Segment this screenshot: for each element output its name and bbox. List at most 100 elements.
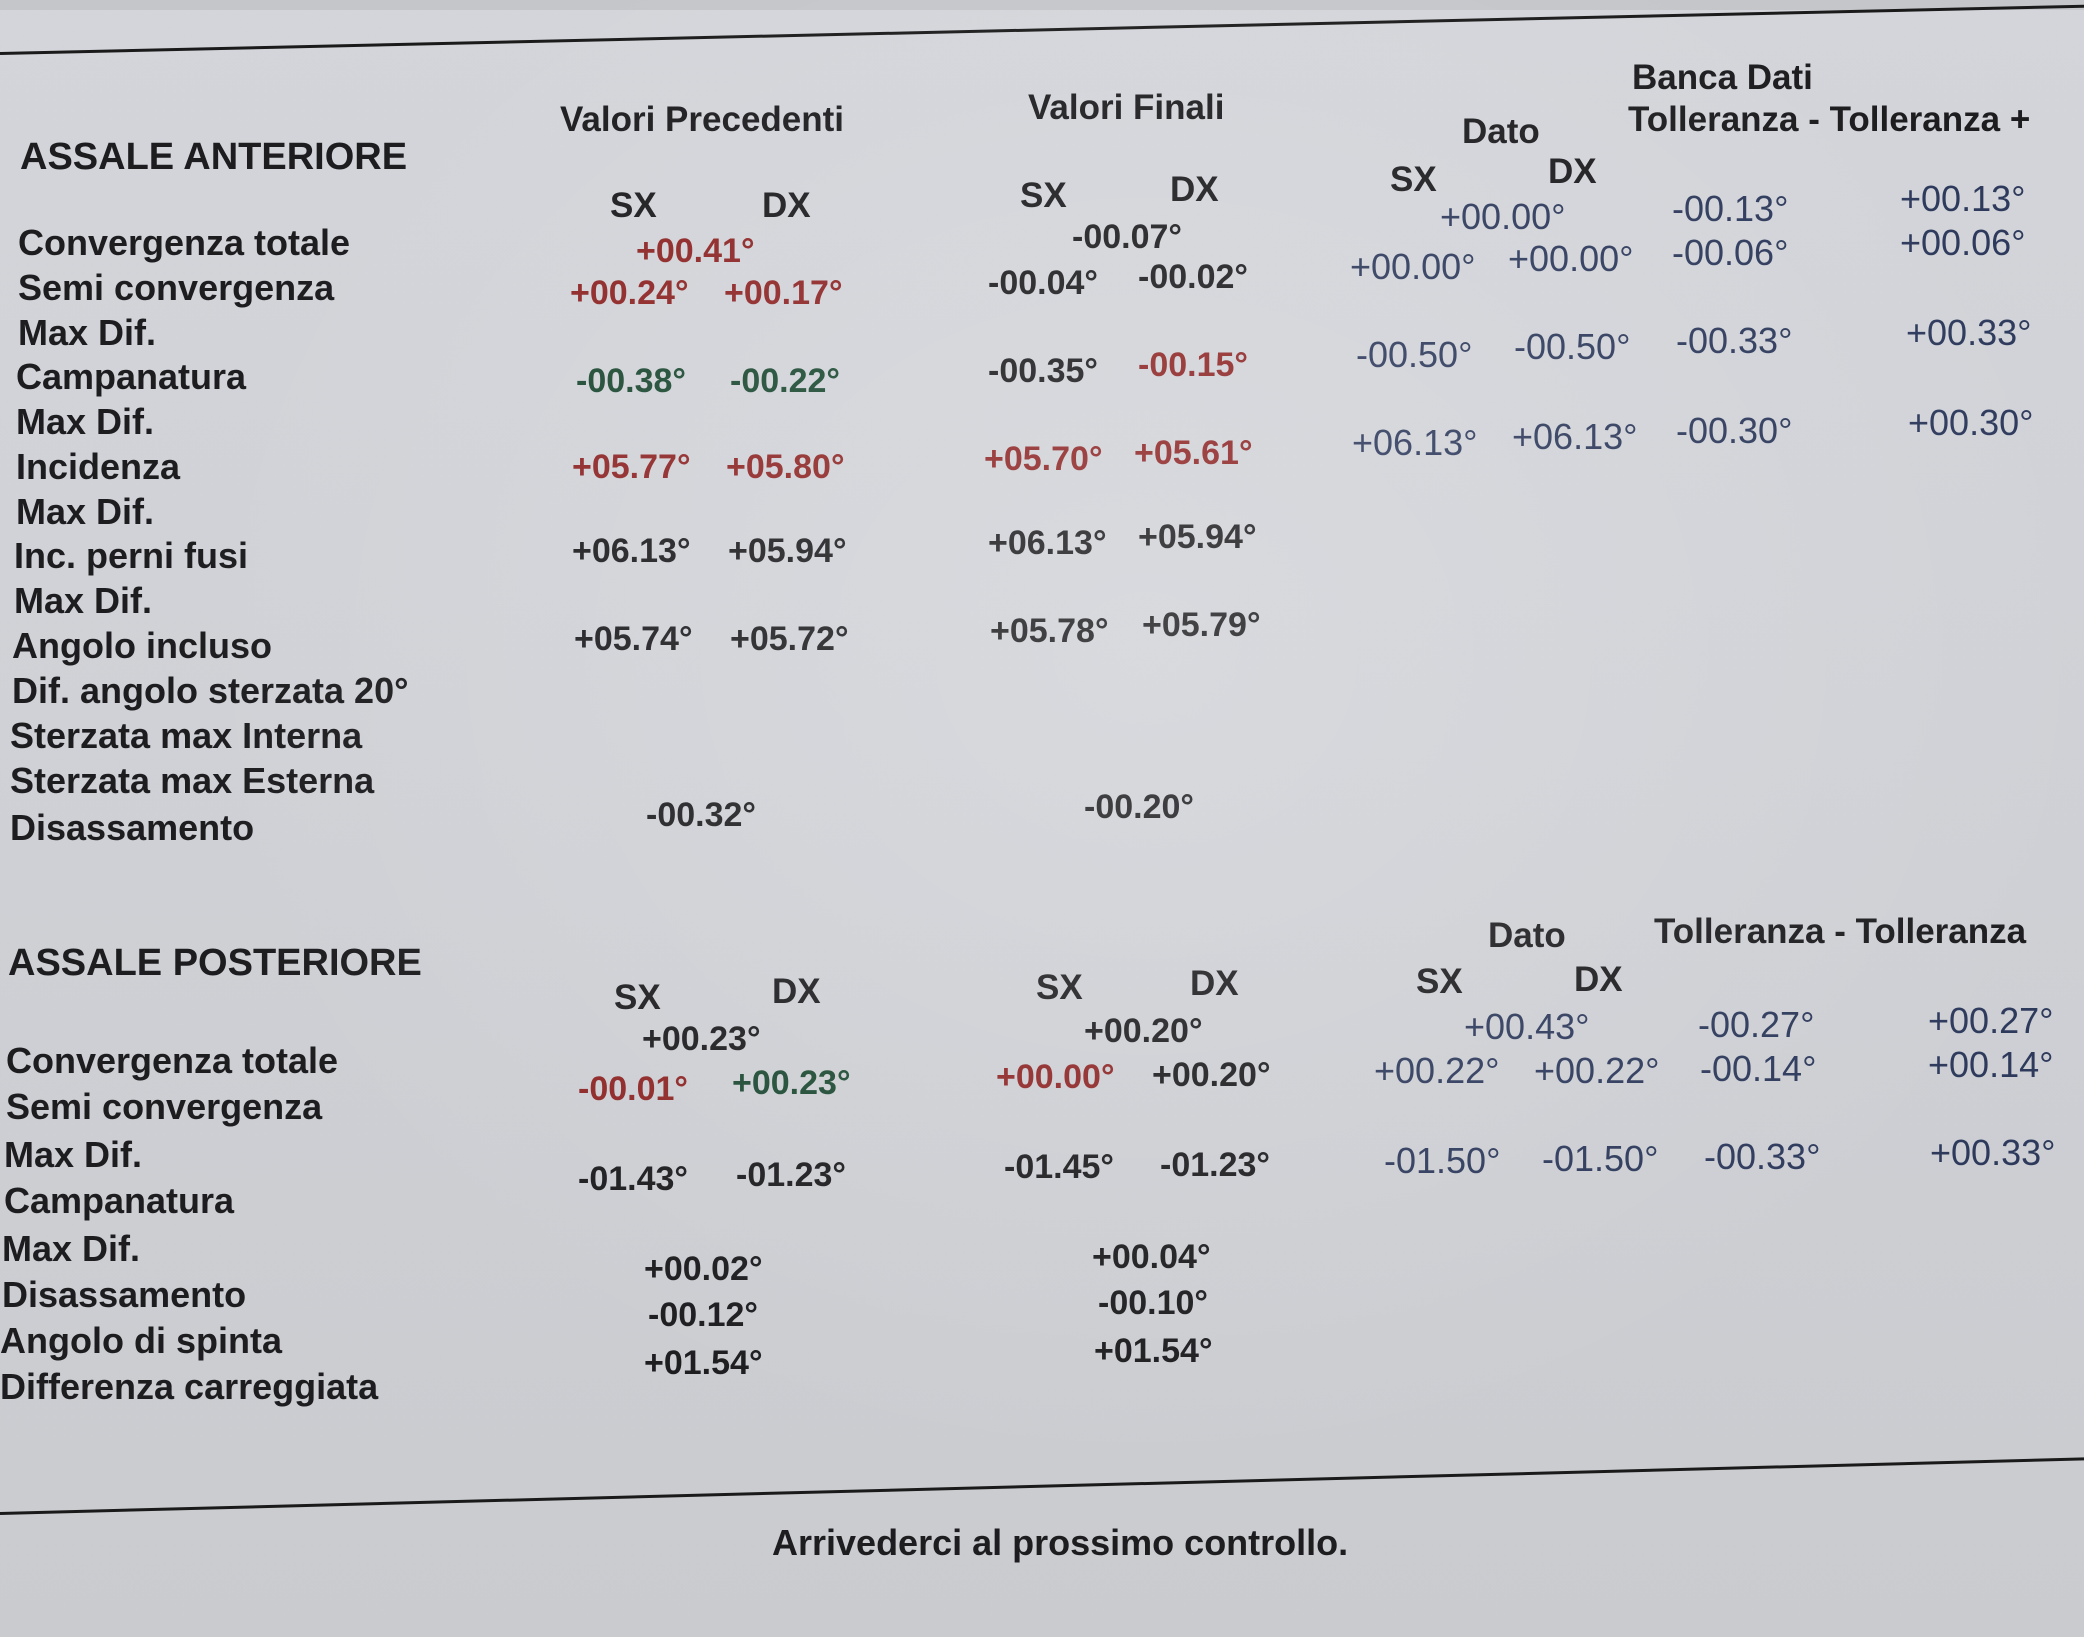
- front-included-final-sx: +05.78°: [990, 612, 1109, 650]
- front-label-disassamento: Disassamento: [10, 807, 255, 848]
- front-label-sterzata-max-interna: Sterzata max Interna: [10, 715, 363, 756]
- front-semi-dato-dx: +00.00°: [1508, 238, 1634, 279]
- rear-semi-dato-dx: +00.22°: [1534, 1050, 1660, 1091]
- front-semi-prev-sx: +00.24°: [570, 274, 689, 312]
- rear-label-differenza-carreggiata: Differenza carreggiata: [0, 1366, 379, 1407]
- front-caster-final-dx: +05.61°: [1134, 434, 1253, 472]
- front-camber-final-sx: -00.35°: [988, 352, 1099, 390]
- front-conv-tot-prev: +00.41°: [636, 232, 755, 270]
- rear-prev-sx: SX: [614, 978, 661, 1017]
- front-axle-title: ASSALE ANTERIORE: [20, 136, 408, 178]
- front-kpi-final-dx: +05.94°: [1138, 518, 1257, 556]
- rear-camber-dato-sx: -01.50°: [1384, 1140, 1501, 1181]
- front-prev-values-header: Valori Precedenti: [560, 100, 845, 139]
- front-label-max-dif: Max Dif.: [18, 312, 157, 353]
- rear-conv-tot-tol-plus: +00.27°: [1928, 1000, 2054, 1041]
- rear-label-semi-convergenza: Semi convergenza: [6, 1086, 323, 1127]
- footer-message: Arrivederci al prossimo controllo.: [772, 1522, 1349, 1563]
- rear-camber-tol-minus: -00.33°: [1704, 1136, 1821, 1177]
- front-caster-tol-minus: -00.30°: [1676, 410, 1793, 451]
- rear-label-campanatura: Campanatura: [4, 1180, 235, 1221]
- rear-semi-final-sx: +00.00°: [996, 1058, 1115, 1096]
- front-semi-dato-sx: +00.00°: [1350, 246, 1476, 287]
- rear-db-sx: SX: [1416, 962, 1463, 1001]
- front-conv-tot-tol-plus: +00.13°: [1900, 178, 2026, 219]
- front-label-sterzata-max-esterna: Sterzata max Esterna: [10, 760, 375, 801]
- rear-db-dato: Dato: [1488, 916, 1566, 955]
- front-db-sx: SX: [1390, 160, 1437, 199]
- rear-camber-final-dx: -01.23°: [1160, 1146, 1271, 1184]
- front-semi-tol-minus: -00.06°: [1672, 232, 1789, 273]
- front-label-incidenza: Incidenza: [16, 446, 181, 487]
- rear-track-diff-prev: +01.54°: [644, 1344, 763, 1382]
- front-included-prev-dx: +05.72°: [730, 620, 849, 658]
- rear-semi-prev-dx: +00.23°: [732, 1064, 851, 1102]
- rear-axle-title: ASSALE POSTERIORE: [8, 942, 422, 984]
- rear-semi-tol-minus: -00.14°: [1700, 1048, 1817, 1089]
- front-included-prev-sx: +05.74°: [574, 620, 693, 658]
- rear-conv-tot-final: +00.20°: [1084, 1012, 1203, 1050]
- rear-db-dx: DX: [1574, 960, 1623, 999]
- rear-label-disassamento: Disassamento: [2, 1274, 247, 1315]
- rear-conv-tot-tol-minus: -00.27°: [1698, 1004, 1815, 1045]
- front-db-dato: Dato: [1462, 112, 1540, 151]
- rear-semi-final-dx: +00.20°: [1152, 1056, 1271, 1094]
- front-camber-tol-plus: +00.33°: [1906, 312, 2032, 353]
- rear-label-angolo-di-spinta: Angolo di spinta: [0, 1320, 282, 1361]
- front-prev-dx: DX: [762, 186, 811, 225]
- front-caster-tol-plus: +00.30°: [1908, 402, 2034, 443]
- front-included-final-dx: +05.79°: [1142, 606, 1261, 644]
- front-label-angolo-incluso: Angolo incluso: [12, 625, 272, 666]
- cropped-top-edge: [0, 0, 2084, 10]
- front-semi-final-dx: -00.02°: [1138, 258, 1249, 296]
- rear-conv-tot-dato: +00.43°: [1464, 1006, 1590, 1047]
- front-label-inc-perni-fusi: Inc. perni fusi: [14, 535, 249, 576]
- rear-final-sx: SX: [1036, 968, 1083, 1007]
- front-caster-prev-dx: +05.80°: [726, 448, 845, 486]
- front-label-max-dif: Max Dif.: [16, 401, 155, 442]
- front-conv-tot-dato: +00.00°: [1440, 196, 1566, 237]
- front-final-sx: SX: [1020, 176, 1067, 215]
- front-kpi-prev-dx: +05.94°: [728, 532, 847, 570]
- rear-semi-dato-sx: +00.22°: [1374, 1050, 1500, 1091]
- front-tolerance-header: Tolleranza - Tolleranza +: [1628, 100, 2031, 139]
- rear-camber-tol-plus: +00.33°: [1930, 1132, 2056, 1173]
- front-camber-dato-sx: -00.50°: [1356, 334, 1473, 375]
- front-caster-final-sx: +05.70°: [984, 440, 1103, 478]
- front-camber-final-dx: -00.15°: [1138, 346, 1249, 384]
- front-label-convergenza-totale: Convergenza totale: [18, 222, 351, 263]
- bottom-divider: [0, 1457, 2084, 1515]
- rear-thrust-prev: -00.12°: [648, 1296, 759, 1334]
- front-caster-dato-dx: +06.13°: [1512, 416, 1638, 457]
- front-label-dif-angolo-sterzata: Dif. angolo sterzata 20°: [12, 670, 409, 711]
- front-final-dx: DX: [1170, 170, 1219, 209]
- front-kpi-final-sx: +06.13°: [988, 524, 1107, 562]
- front-caster-dato-sx: +06.13°: [1352, 422, 1478, 463]
- rear-setback-final: +00.04°: [1092, 1238, 1211, 1276]
- front-setback-prev: -00.32°: [646, 796, 757, 834]
- rear-thrust-final: -00.10°: [1098, 1284, 1209, 1322]
- rear-label-convergenza-totale: Convergenza totale: [6, 1040, 339, 1081]
- front-label-campanatura: Campanatura: [16, 356, 247, 397]
- front-caster-prev-sx: +05.77°: [572, 448, 691, 486]
- front-label-max-dif: Max Dif.: [16, 491, 155, 532]
- front-prev-sx: SX: [610, 186, 657, 225]
- rear-tolerance-header: Tolleranza - Tolleranza: [1654, 912, 2027, 951]
- front-kpi-prev-sx: +06.13°: [572, 532, 691, 570]
- front-semi-tol-plus: +00.06°: [1900, 222, 2026, 263]
- rear-camber-prev-dx: -01.23°: [736, 1156, 847, 1194]
- rear-semi-tol-plus: +00.14°: [1928, 1044, 2054, 1085]
- front-semi-final-sx: -00.04°: [988, 264, 1099, 302]
- front-final-values-header: Valori Finali: [1028, 88, 1225, 127]
- front-db-title: Banca Dati: [1632, 58, 1813, 97]
- rear-camber-final-sx: -01.45°: [1004, 1148, 1115, 1186]
- rear-prev-dx: DX: [772, 972, 821, 1011]
- rear-setback-prev: +00.02°: [644, 1250, 763, 1288]
- front-camber-prev-sx: -00.38°: [576, 362, 687, 400]
- rear-track-diff-final: +01.54°: [1094, 1332, 1213, 1370]
- front-setback-final: -00.20°: [1084, 788, 1195, 826]
- rear-conv-tot-prev: +00.23°: [642, 1020, 761, 1058]
- rear-final-dx: DX: [1190, 964, 1239, 1003]
- rear-semi-prev-sx: -00.01°: [578, 1070, 689, 1108]
